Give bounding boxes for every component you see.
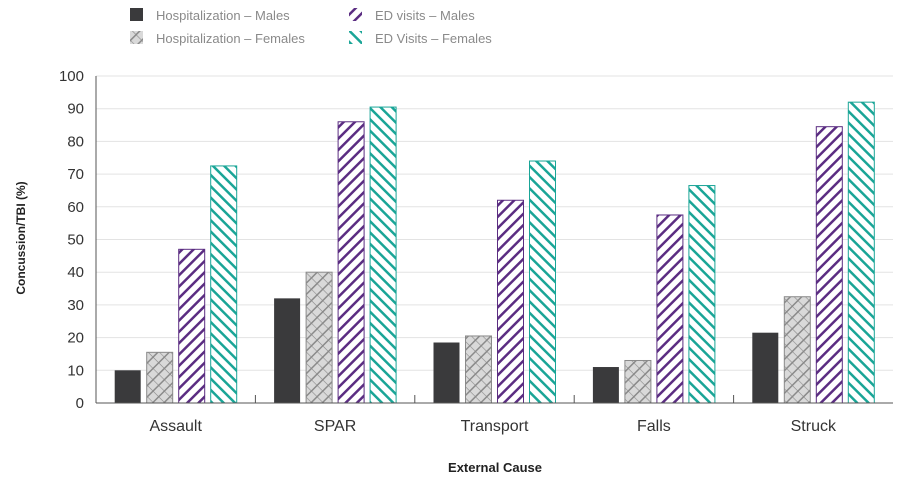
bar-struck-series-0: [752, 332, 779, 403]
bar-falls-series-2: [656, 214, 684, 404]
bar-assault-series-3: [210, 165, 238, 404]
bar-struck-series-2: [815, 126, 843, 404]
bar-transport-series-0: [433, 342, 460, 403]
x-axis-title: External Cause: [448, 460, 542, 475]
legend-swatch-ed-females: [349, 31, 362, 44]
y-tick-label: 10: [67, 362, 84, 379]
bar-transport-series-2: [497, 199, 524, 404]
x-tick-label: Transport: [461, 418, 529, 435]
y-tick-label: 90: [67, 101, 84, 118]
bar-assault-series-0: [114, 370, 141, 403]
legend-label-hosp-females: Hospitalization – Females: [156, 31, 305, 46]
x-tick-label: SPAR: [314, 418, 356, 435]
legend-label-hosp-males: Hospitalization – Males: [156, 8, 290, 23]
legend-label-ed-males: ED visits – Males: [375, 8, 475, 23]
y-tick-label: 40: [67, 264, 84, 281]
bar-transport-series-3: [529, 160, 556, 404]
axes: 0 10 20 30 40 50 60 70 80 90 100 Assault SPAR Transpo…: [59, 68, 893, 435]
bars: [114, 101, 875, 404]
x-tick-label: Falls: [637, 418, 671, 435]
bar-struck-series-1: [783, 296, 811, 404]
bar-assault-series-1: [146, 351, 174, 404]
bar-spar-series-2: [337, 121, 365, 404]
bar-spar-series-1: [305, 271, 333, 404]
legend-swatch-hosp-males: [130, 8, 143, 21]
y-tick-label: 30: [67, 297, 84, 314]
bar-spar-series-3: [369, 106, 397, 404]
y-tick-label: 0: [76, 395, 84, 412]
y-axis-title: Concussion/TBI (%): [14, 181, 28, 294]
bar-falls-series-3: [688, 185, 716, 404]
legend-swatch-hosp-females: [130, 31, 143, 44]
bar-falls-series-1: [624, 359, 652, 404]
y-tick-label: 60: [67, 199, 84, 216]
bar-falls-series-0: [592, 367, 619, 403]
bar-transport-series-1: [465, 335, 492, 404]
bar-spar-series-0: [274, 298, 301, 403]
y-tick-label: 100: [59, 68, 84, 85]
legend: Hospitalization – Males Hospitalization …: [130, 8, 492, 46]
x-tick-label: Assault: [149, 418, 202, 435]
x-tick-label: Struck: [791, 418, 837, 435]
y-tick-label: 70: [67, 166, 84, 183]
legend-label-ed-females: ED Visits – Females: [375, 31, 492, 46]
y-tick-label: 80: [67, 133, 84, 150]
bar-assault-series-2: [178, 248, 206, 404]
y-tick-label: 50: [67, 232, 84, 249]
bar-struck-series-3: [847, 101, 875, 404]
legend-swatch-ed-males: [349, 8, 362, 21]
y-tick-label: 20: [67, 330, 84, 347]
